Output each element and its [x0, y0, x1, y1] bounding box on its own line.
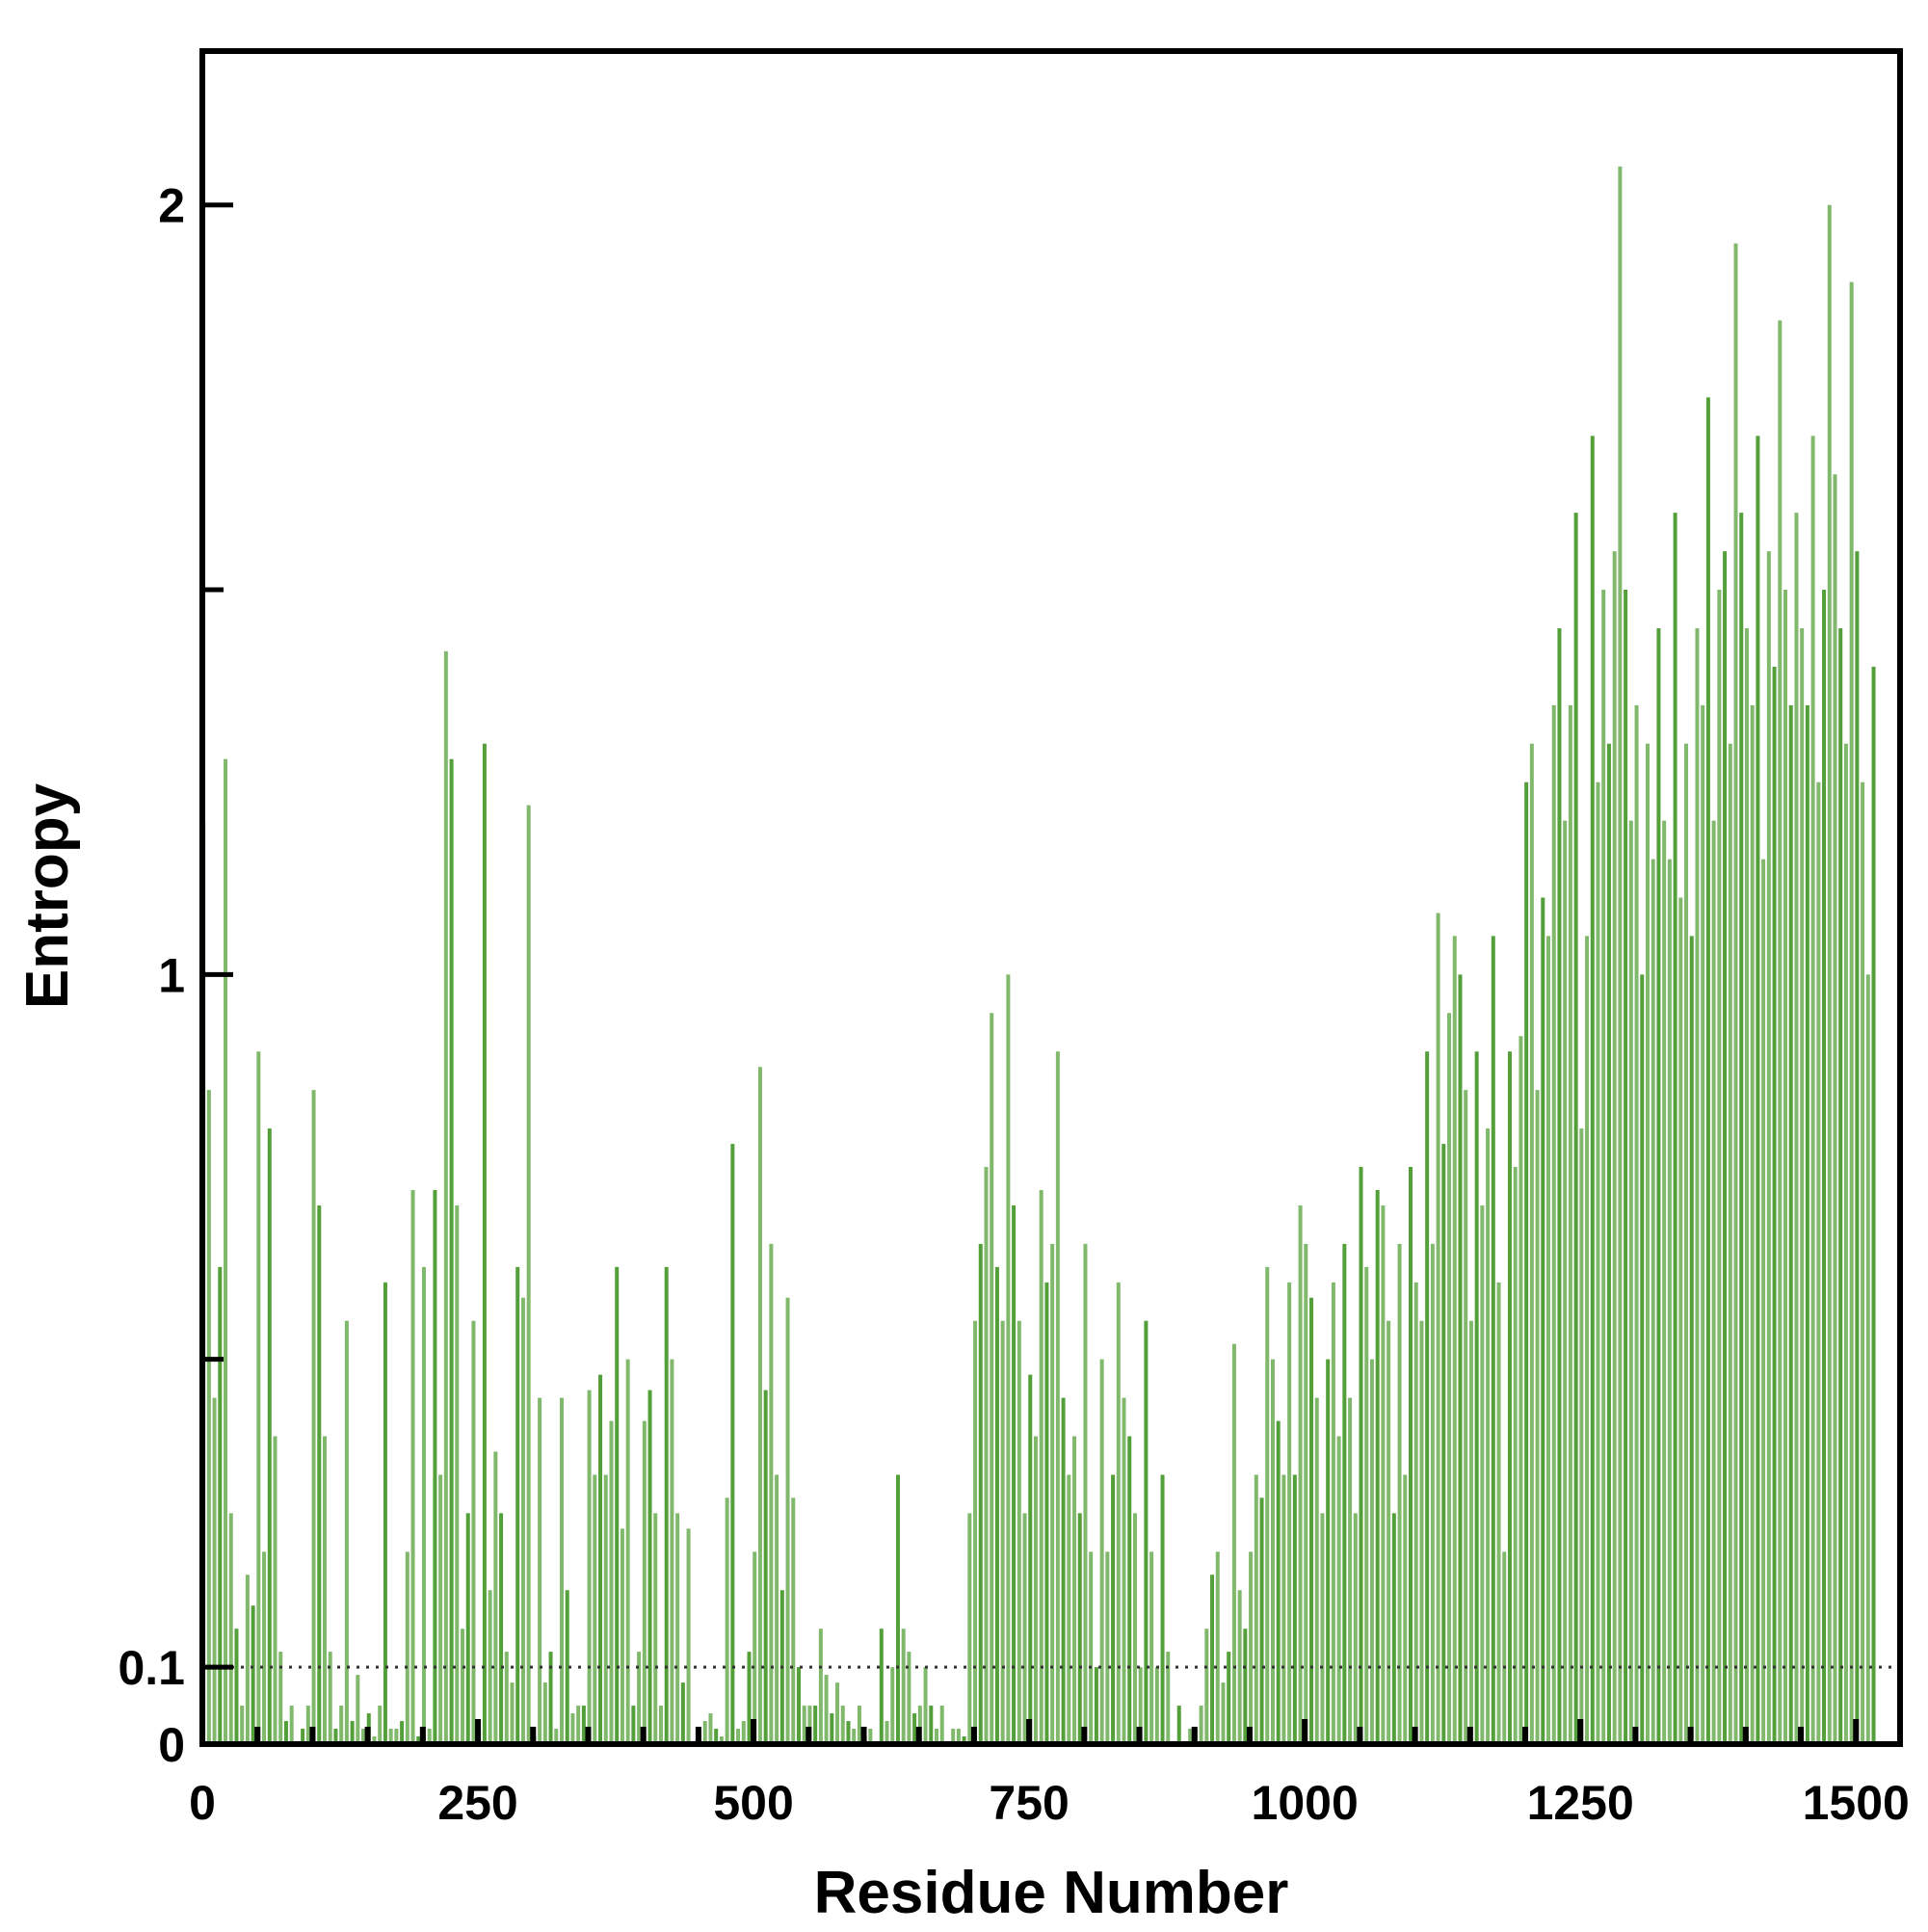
y-tick-label: 2 — [158, 179, 185, 233]
y-tick-label: 0.1 — [118, 1641, 185, 1695]
x-tick-label: 500 — [713, 1776, 793, 1830]
y-tick-label: 1 — [158, 948, 185, 1002]
y-axis-title: Entropy — [14, 782, 81, 1009]
x-tick-label: 750 — [989, 1776, 1069, 1830]
x-axis-title: Residue Number — [814, 1860, 1289, 1926]
plot-frame — [199, 48, 1903, 1747]
x-tick-label: 250 — [437, 1776, 517, 1830]
x-tick-label: 1250 — [1527, 1776, 1634, 1830]
bars-layer — [201, 166, 1876, 1744]
y-tick-label: 0 — [158, 1718, 185, 1772]
x-axis-ticks: 0 250 500 750 1000 1250 1500 — [189, 1719, 1910, 1830]
x-tick-label: 0 — [189, 1776, 216, 1830]
y-axis-ticks: 0 0.1 1 2 — [118, 179, 233, 1772]
x-tick-label: 1500 — [1803, 1776, 1910, 1830]
x-tick-label: 1000 — [1252, 1776, 1359, 1830]
